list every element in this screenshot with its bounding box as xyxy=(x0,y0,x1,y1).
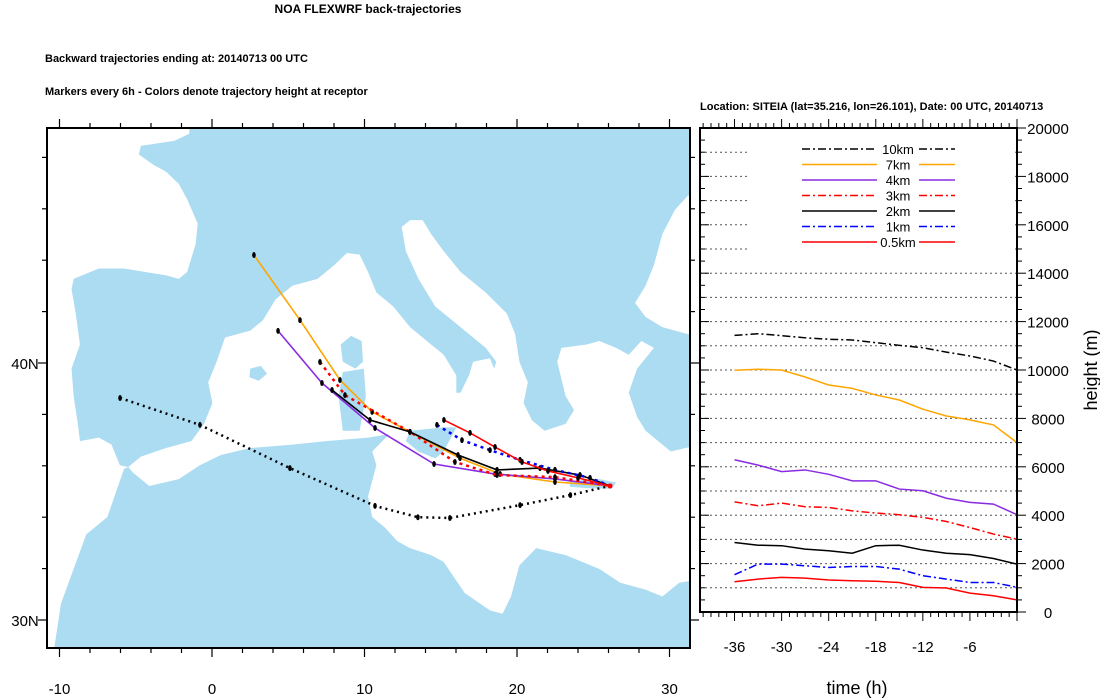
marker-6h-2km xyxy=(495,466,499,473)
legend-label-10km: 10km xyxy=(882,142,914,157)
location-label: Location: SITEIA (lat=35.216, lon=26.101… xyxy=(700,101,1043,113)
marker-6h-2km xyxy=(408,428,412,435)
subtitle-ending: Backward trajectories ending at: 2014071… xyxy=(45,53,308,65)
marker-6h-10km xyxy=(373,502,377,509)
height-tick-label: 0 xyxy=(1044,605,1052,622)
chart-axes: -36 -30 -24 -18 -12 -6 0 2000 4000 6000 8000 10000 1… xyxy=(700,119,1069,656)
time-tick-label: -24 xyxy=(818,639,840,656)
height-tick-label: 4000 xyxy=(1031,508,1064,525)
height-tick-label: 14000 xyxy=(1027,266,1069,283)
height-tick-label: 6000 xyxy=(1031,460,1064,477)
marker-6h-2km xyxy=(330,386,334,393)
receptor-marker xyxy=(607,483,613,489)
lon-tick-label: 20 xyxy=(509,681,526,698)
height-tick-label: 10000 xyxy=(1027,363,1069,380)
mediterranean-sea xyxy=(128,220,690,614)
height-tick-label: 2000 xyxy=(1031,557,1064,574)
legend-label-4km: 4km xyxy=(886,173,911,188)
height-line-10km xyxy=(734,332,1017,371)
time-tick-label: -6 xyxy=(963,639,976,656)
marker-6h-0-5km xyxy=(468,429,472,436)
balearic-islands xyxy=(249,365,268,381)
height-line-1km xyxy=(734,563,1017,589)
lon-tick-label: 30 xyxy=(661,681,678,698)
marker-6h-1km xyxy=(488,447,492,454)
marker-6h-3km xyxy=(343,392,347,399)
height-tick-label: 12000 xyxy=(1027,315,1069,332)
marker-6h-10km xyxy=(448,514,452,521)
marker-6h-4km xyxy=(320,380,324,387)
marker-6h-4km xyxy=(432,461,436,468)
marker-6h-3km xyxy=(495,472,499,479)
time-tick-label: -12 xyxy=(912,639,934,656)
time-tick-label: -36 xyxy=(724,639,746,656)
marker-6h-7km xyxy=(252,252,256,259)
marker-6h-4km xyxy=(276,327,280,334)
height-line-0-5km xyxy=(734,576,1017,601)
figure-title: NOA FLEXWRF back-trajectories xyxy=(275,2,462,16)
marker-6h-10km xyxy=(518,502,522,509)
legend-label-7km: 7km xyxy=(886,158,911,173)
map-frame xyxy=(46,127,691,649)
lon-tick-label: -10 xyxy=(49,681,71,698)
marker-6h-10km xyxy=(568,492,573,499)
trajectory-lines xyxy=(118,252,613,521)
marker-6h-0-5km xyxy=(493,444,497,451)
time-tick-label: -30 xyxy=(771,639,793,656)
legend-label-2km: 2km xyxy=(886,204,911,219)
marker-6h-3km xyxy=(318,358,322,365)
height-tick-label: 16000 xyxy=(1027,218,1069,235)
marker-6h-7km xyxy=(338,376,342,383)
height-line-7km xyxy=(734,368,1017,444)
height-line-4km xyxy=(734,459,1017,516)
lon-tick-label: 0 xyxy=(208,681,216,698)
height-tick-label: 20000 xyxy=(1027,121,1069,138)
marker-6h-2km xyxy=(368,417,372,424)
legend-label-0-5km: 0.5km xyxy=(880,235,915,250)
marker-6h-0-5km xyxy=(576,474,580,481)
height-lines xyxy=(734,332,1017,601)
marker-6h-1km xyxy=(588,474,592,481)
legend-label-1km: 1km xyxy=(886,220,911,235)
trajectory-map xyxy=(47,128,690,648)
height-line-3km xyxy=(734,501,1017,540)
height-line-2km xyxy=(734,541,1017,565)
subtitle-markers: Markers every 6h - Colors denote traject… xyxy=(45,86,368,98)
time-tick-label: -18 xyxy=(865,639,887,656)
marker-6h-1km xyxy=(435,421,439,428)
height-tick-label: 8000 xyxy=(1031,411,1064,428)
legend-box xyxy=(750,136,1012,252)
marker-6h-4km xyxy=(373,425,377,432)
marker-6h-10km xyxy=(118,394,122,401)
black-sea xyxy=(635,194,690,335)
marker-6h-1km xyxy=(553,466,557,473)
marker-6h-0-5km xyxy=(442,417,446,424)
atlantic-ocean xyxy=(47,128,198,648)
legend-label-3km: 3km xyxy=(886,189,911,204)
lat-tick-label: 40N xyxy=(11,356,39,373)
marker-6h-3km xyxy=(553,474,557,481)
x-axis-label: time (h) xyxy=(826,678,887,698)
marker-6h-1km xyxy=(460,437,464,444)
marker-6h-2km xyxy=(456,452,460,459)
trajectory-2km xyxy=(331,389,611,487)
marker-6h-7km xyxy=(298,317,302,324)
corsica-island xyxy=(340,335,363,369)
height-tick-label: 18000 xyxy=(1027,169,1069,186)
y-axis-label: height (m) xyxy=(1081,329,1100,410)
lon-tick-label: 10 xyxy=(356,681,373,698)
marker-6h-0-5km xyxy=(520,458,524,465)
marker-6h-10km xyxy=(416,514,420,521)
marker-6h-0-5km xyxy=(546,467,550,474)
coastlines xyxy=(47,128,690,648)
map-axes: -10 0 10 20 30 30N 40N xyxy=(11,119,699,698)
marker-6h-10km xyxy=(198,421,202,428)
marker-6h-3km xyxy=(453,458,457,465)
lat-tick-label: 30N xyxy=(11,613,39,630)
marker-6h-10km xyxy=(288,465,292,472)
